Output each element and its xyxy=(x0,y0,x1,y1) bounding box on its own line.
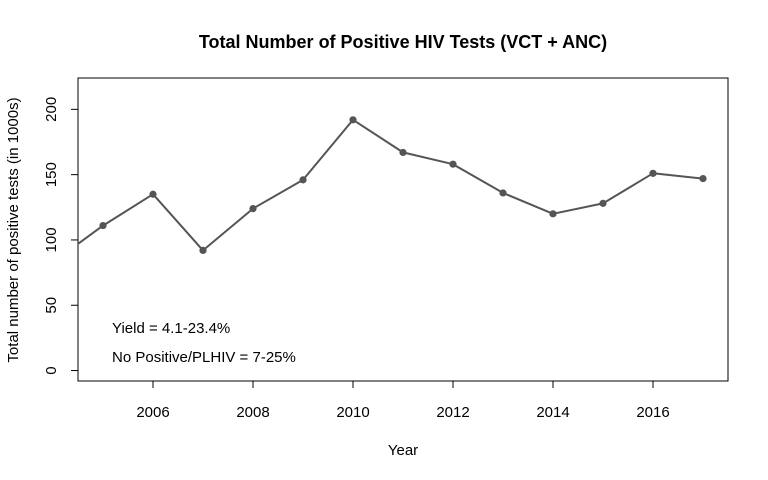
data-point-2005 xyxy=(99,221,107,230)
y-axis: 0 50 100 150 200 xyxy=(43,97,78,375)
data-point-2015 xyxy=(599,199,607,207)
x-tick-label: 2016 xyxy=(636,404,669,421)
series-layer xyxy=(49,116,707,266)
data-point-2008 xyxy=(249,205,257,213)
x-tick-label: 2006 xyxy=(136,404,169,421)
y-tick-label: 200 xyxy=(43,97,60,122)
data-point-2012 xyxy=(449,160,457,168)
y-tick-label: 0 xyxy=(43,366,60,374)
y-tick-label: 50 xyxy=(43,297,60,314)
x-tick-label: 2012 xyxy=(436,404,469,421)
chart-title: Total Number of Positive HIV Tests (VCT … xyxy=(199,32,607,52)
x-tick-label: 2014 xyxy=(536,404,569,421)
annotation-positive-plhiv: No Positive/PLHIV = 7-25% xyxy=(112,349,296,366)
data-point-2006 xyxy=(149,190,157,198)
annotation-yield: Yield = 4.1-23.4% xyxy=(112,320,230,337)
data-point-2004 xyxy=(49,259,56,266)
x-tick-label: 2010 xyxy=(336,404,369,421)
x-axis-label: Year xyxy=(388,442,418,459)
data-point-2017 xyxy=(699,174,707,183)
data-point-2007 xyxy=(199,246,207,254)
y-axis-label: Total number of positive tests (in 1000s… xyxy=(5,97,22,362)
y-tick-label: 100 xyxy=(43,227,60,252)
data-point-2013 xyxy=(499,189,507,197)
plot-frame xyxy=(77,77,729,382)
x-axis: 2006 2008 2010 2012 2014 2016 xyxy=(136,381,670,421)
data-point-2010 xyxy=(349,116,357,124)
data-point-2011 xyxy=(399,148,407,157)
series-line xyxy=(78,118,704,252)
data-point-2014 xyxy=(549,210,557,218)
data-point-2009 xyxy=(299,176,307,184)
y-tick-label: 150 xyxy=(43,162,60,187)
data-point-2016 xyxy=(649,169,657,177)
x-tick-label: 2008 xyxy=(236,404,269,421)
